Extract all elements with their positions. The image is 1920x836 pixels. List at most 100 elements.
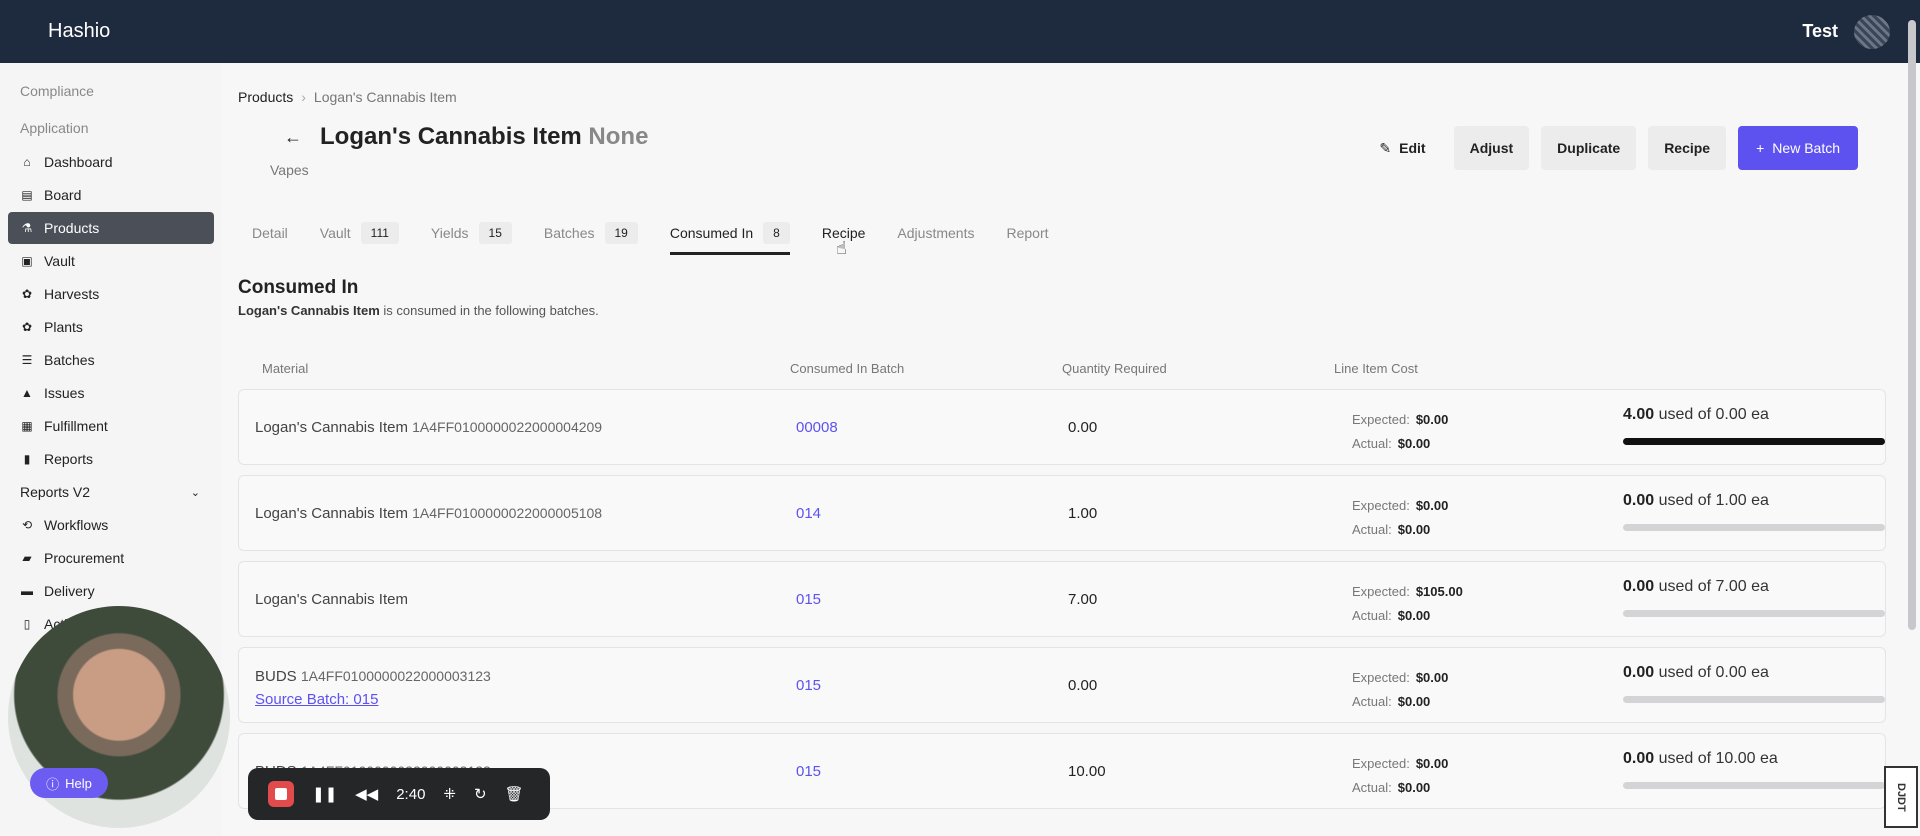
action-bar: ✎ Edit Adjust Duplicate Recipe + New Batch bbox=[1363, 126, 1858, 170]
main-content: Products › Logan's Cannabis Item ← Logan's… bbox=[222, 63, 1902, 836]
tab-vault[interactable]: Vault 111 bbox=[320, 213, 399, 253]
stop-record-icon[interactable] bbox=[268, 781, 294, 807]
sidebar-section-compliance[interactable]: Compliance bbox=[20, 83, 94, 99]
sidebar-item-workflows[interactable]: ⟲ Workflows bbox=[8, 509, 214, 541]
edit-button[interactable]: ✎ Edit bbox=[1379, 139, 1426, 157]
chevron-down-icon: ⌄ bbox=[190, 486, 200, 499]
debug-toolbar-badge[interactable]: DJDT bbox=[1884, 766, 1918, 828]
header-line-item-cost: Line Item Cost bbox=[1334, 361, 1418, 376]
brand-logo[interactable]: Hashio bbox=[48, 20, 111, 42]
tab-recipe[interactable]: Recipe bbox=[821, 225, 866, 241]
usage-text: 4.00 used of 0.00 ea bbox=[1623, 406, 1769, 423]
sidebar-item-label: Products bbox=[44, 220, 100, 236]
fulfillment-icon: ▦ bbox=[21, 419, 33, 433]
actual-cost: $0.00 bbox=[1397, 436, 1431, 451]
tab-batches[interactable]: Batches 19 bbox=[544, 213, 638, 253]
quantity-required: 0.00 bbox=[1068, 677, 1098, 694]
section-subtitle: Logan's Cannabis Item is consumed in the… bbox=[238, 303, 599, 318]
header-consumed-in-batch: Consumed In Batch bbox=[790, 361, 905, 376]
tab-count: 8 bbox=[763, 222, 790, 244]
user-name[interactable]: Test bbox=[1802, 21, 1838, 41]
tab-detail[interactable]: Detail bbox=[252, 225, 288, 241]
line-item-cost: Expected: $105.00 Actual: $0.00 bbox=[1352, 584, 1463, 623]
sidebar-item-vault[interactable]: ▣ Vault bbox=[8, 245, 214, 277]
rewind-icon[interactable]: ◀◀ bbox=[355, 786, 379, 803]
sidebar-item-procurement[interactable]: ▰ Procurement bbox=[8, 542, 214, 574]
pencil-icon: ✎ bbox=[1379, 139, 1392, 156]
sidebar-item-label: Dashboard bbox=[44, 154, 113, 170]
new-batch-button[interactable]: + New Batch bbox=[1738, 126, 1858, 170]
sidebar-item-issues[interactable]: ▲ Issues bbox=[8, 377, 214, 409]
page-title: Logan's Cannabis Item None bbox=[320, 123, 648, 151]
header-quantity-required: Quantity Required bbox=[1062, 361, 1167, 376]
actual-cost: $0.00 bbox=[1397, 780, 1431, 795]
sidebar-section-application[interactable]: Application bbox=[20, 120, 89, 136]
usage-progress-bar bbox=[1623, 610, 1885, 617]
usage-progress-bar bbox=[1623, 438, 1885, 445]
consumed-batch-link[interactable]: 015 bbox=[796, 763, 822, 780]
breadcrumb-products[interactable]: Products bbox=[238, 89, 294, 105]
table-row: BUDS 1A4FF0100000022000003123 Source Batc… bbox=[238, 647, 1886, 723]
sidebar-item-label: Vault bbox=[44, 253, 75, 269]
actual-cost: $0.00 bbox=[1397, 694, 1431, 709]
sidebar-item-board[interactable]: ▤ Board bbox=[8, 179, 214, 211]
trash-icon[interactable]: 🗑 bbox=[504, 786, 524, 803]
usage-progress-bar bbox=[1623, 696, 1885, 703]
avatar[interactable] bbox=[1854, 15, 1890, 49]
material-name: BUDS bbox=[255, 668, 297, 685]
sidebar-item-products[interactable]: ⚗ Products bbox=[8, 212, 214, 244]
expected-cost: $0.00 bbox=[1415, 756, 1449, 771]
expected-cost: $0.00 bbox=[1415, 412, 1449, 427]
adjust-button[interactable]: Adjust bbox=[1453, 126, 1530, 170]
usage-text: 0.00 used of 0.00 ea bbox=[1623, 664, 1769, 681]
restart-icon[interactable]: ↻ bbox=[474, 786, 487, 803]
product-category: Vapes bbox=[270, 162, 309, 178]
consumed-batch-link[interactable]: 015 bbox=[796, 591, 822, 608]
actual-cost: $0.00 bbox=[1397, 522, 1431, 537]
breadcrumb-current: Logan's Cannabis Item bbox=[313, 89, 457, 105]
duplicate-button[interactable]: Duplicate bbox=[1541, 126, 1637, 170]
sidebar-item-label: Board bbox=[44, 187, 82, 203]
grid-icon[interactable]: ⁜ bbox=[443, 786, 456, 803]
sidebar-item-dashboard[interactable]: ⌂ Dashboard bbox=[8, 146, 214, 178]
breadcrumb-separator-icon: › bbox=[301, 89, 306, 105]
tab-adjustments[interactable]: Adjustments bbox=[897, 225, 975, 241]
usage-text: 0.00 used of 10.00 ea bbox=[1623, 750, 1778, 767]
home-icon: ⌂ bbox=[23, 155, 31, 169]
help-button[interactable]: ⓘ Help bbox=[30, 768, 108, 798]
table-row: Logan's Cannabis Item 1A4FF0100000022000… bbox=[238, 475, 1886, 551]
tab-consumed-in[interactable]: Consumed In 8 bbox=[669, 213, 790, 255]
source-batch-link[interactable]: Source Batch: 015 bbox=[255, 691, 379, 708]
sidebar-item-reports[interactable]: ▮ Reports bbox=[8, 443, 214, 475]
sidebar-item-batches[interactable]: ☰ Batches bbox=[8, 344, 214, 376]
sidebar-item-label: Batches bbox=[44, 352, 95, 368]
recorder-toolbar: ❚❚ ◀◀ 2:40 ⁜ ↻ 🗑 bbox=[248, 768, 550, 820]
back-arrow-icon[interactable]: ← bbox=[284, 127, 302, 147]
material-name: Logan's Cannabis Item bbox=[255, 419, 408, 436]
pause-icon[interactable]: ❚❚ bbox=[312, 786, 338, 803]
quantity-required: 1.00 bbox=[1068, 505, 1098, 522]
line-item-cost: Expected: $0.00 Actual: $0.00 bbox=[1352, 498, 1449, 537]
consumed-batch-link[interactable]: 014 bbox=[796, 505, 822, 522]
reports-icon: ▮ bbox=[23, 452, 31, 466]
tab-count: 111 bbox=[360, 222, 399, 244]
material-id: 1A4FF0100000022000004209 bbox=[412, 419, 603, 435]
sidebar-item-label: Reports V2 bbox=[20, 484, 91, 500]
scrollbar[interactable] bbox=[1908, 20, 1916, 630]
tab-count: 15 bbox=[478, 222, 512, 244]
tab-yields[interactable]: Yields 15 bbox=[431, 213, 512, 253]
harvest-icon: ✿ bbox=[21, 287, 33, 301]
consumed-batch-link[interactable]: 00008 bbox=[796, 419, 838, 436]
tab-report[interactable]: Report bbox=[1006, 225, 1049, 241]
sidebar-item-plants[interactable]: ✿ Plants bbox=[8, 311, 214, 343]
sidebar-item-fulfillment[interactable]: ▦ Fulfillment bbox=[8, 410, 214, 442]
sidebar-item-delivery[interactable]: ▬ Delivery bbox=[8, 575, 214, 607]
actual-cost: $0.00 bbox=[1397, 608, 1431, 623]
sidebar-item-harvests[interactable]: ✿ Harvests bbox=[8, 278, 214, 310]
plus-icon: + bbox=[1756, 140, 1765, 156]
sidebar-item-label: Procurement bbox=[44, 550, 125, 566]
recipe-button[interactable]: Recipe bbox=[1648, 126, 1727, 170]
consumed-batch-link[interactable]: 015 bbox=[796, 677, 822, 694]
material-id: 1A4FF0100000022000003123 bbox=[300, 668, 491, 684]
sidebar-item-reports-v2[interactable]: Reports V2 ⌄ bbox=[8, 476, 214, 508]
